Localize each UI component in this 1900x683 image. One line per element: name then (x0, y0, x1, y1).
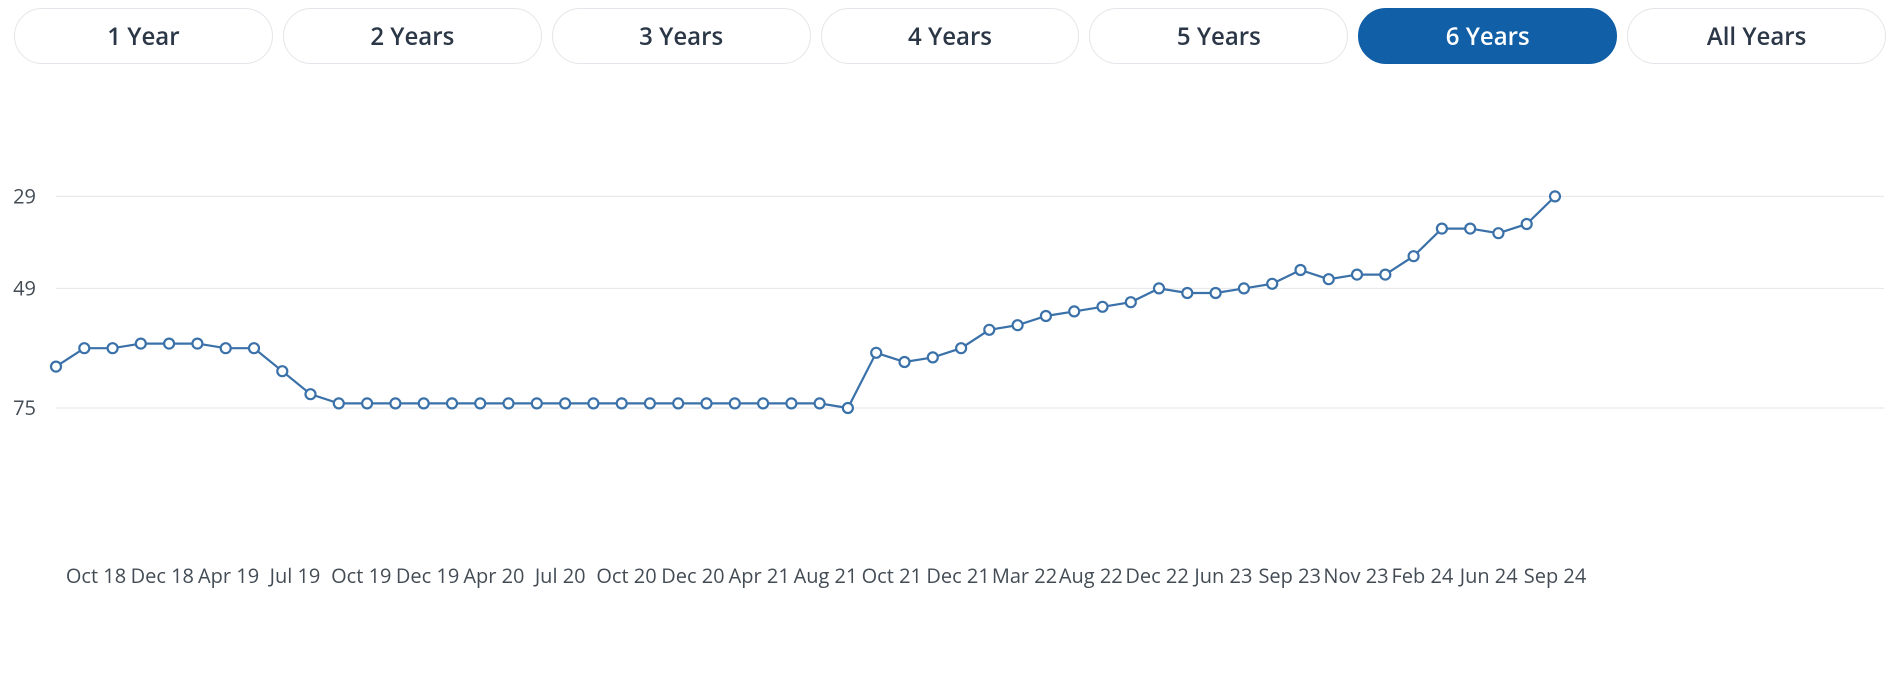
line-chart: 294975Oct 18Dec 18Apr 19Jul 19Oct 19Dec … (0, 125, 1900, 655)
svg-text:Apr 21: Apr 21 (729, 562, 790, 589)
svg-text:Dec 22: Dec 22 (1125, 562, 1188, 589)
tab-1-year[interactable]: 1 Year (14, 8, 273, 64)
tab-label: All Years (1707, 20, 1806, 53)
tab-label: 3 Years (639, 20, 723, 53)
svg-text:Oct 19: Oct 19 (331, 562, 391, 589)
tab-label: 4 Years (908, 20, 992, 53)
tab-4-years[interactable]: 4 Years (821, 8, 1080, 64)
tab-label: 1 Year (107, 20, 179, 53)
svg-text:Apr 20: Apr 20 (463, 562, 524, 589)
tab-label: 5 Years (1177, 20, 1261, 53)
tab-label: 2 Years (370, 20, 454, 53)
svg-text:Sep 23: Sep 23 (1258, 562, 1321, 589)
svg-text:Aug 22: Aug 22 (1059, 562, 1123, 589)
tab-all-years[interactable]: All Years (1627, 8, 1886, 64)
svg-text:Apr 19: Apr 19 (198, 562, 259, 589)
svg-text:Oct 21: Oct 21 (862, 562, 922, 589)
svg-text:Jun 23: Jun 23 (1192, 562, 1252, 589)
svg-text:29: 29 (13, 182, 36, 209)
svg-text:Dec 20: Dec 20 (661, 562, 724, 589)
chart-area: 294975Oct 18Dec 18Apr 19Jul 19Oct 19Dec … (0, 125, 1900, 655)
svg-text:Jul 19: Jul 19 (268, 562, 321, 589)
svg-text:75: 75 (13, 394, 36, 421)
time-range-tabs: 1 Year 2 Years 3 Years 4 Years 5 Years 6… (14, 8, 1886, 64)
svg-text:Jul 20: Jul 20 (533, 562, 586, 589)
svg-text:Mar 22: Mar 22 (992, 562, 1057, 589)
svg-text:Nov 23: Nov 23 (1323, 562, 1388, 589)
svg-text:Dec 21: Dec 21 (926, 562, 989, 589)
svg-text:Feb 24: Feb 24 (1391, 562, 1453, 589)
svg-text:Jun 24: Jun 24 (1458, 562, 1519, 589)
svg-text:Sep 24: Sep 24 (1524, 562, 1587, 589)
svg-text:Dec 19: Dec 19 (396, 562, 459, 589)
svg-text:Dec 18: Dec 18 (131, 562, 194, 589)
svg-text:Oct 20: Oct 20 (596, 562, 656, 589)
tab-label: 6 Years (1446, 20, 1530, 53)
tab-6-years[interactable]: 6 Years (1358, 8, 1617, 64)
svg-text:49: 49 (13, 274, 36, 301)
tab-5-years[interactable]: 5 Years (1089, 8, 1348, 64)
svg-text:Aug 21: Aug 21 (794, 562, 858, 589)
tab-3-years[interactable]: 3 Years (552, 8, 811, 64)
svg-text:Oct 18: Oct 18 (66, 562, 126, 589)
tab-2-years[interactable]: 2 Years (283, 8, 542, 64)
